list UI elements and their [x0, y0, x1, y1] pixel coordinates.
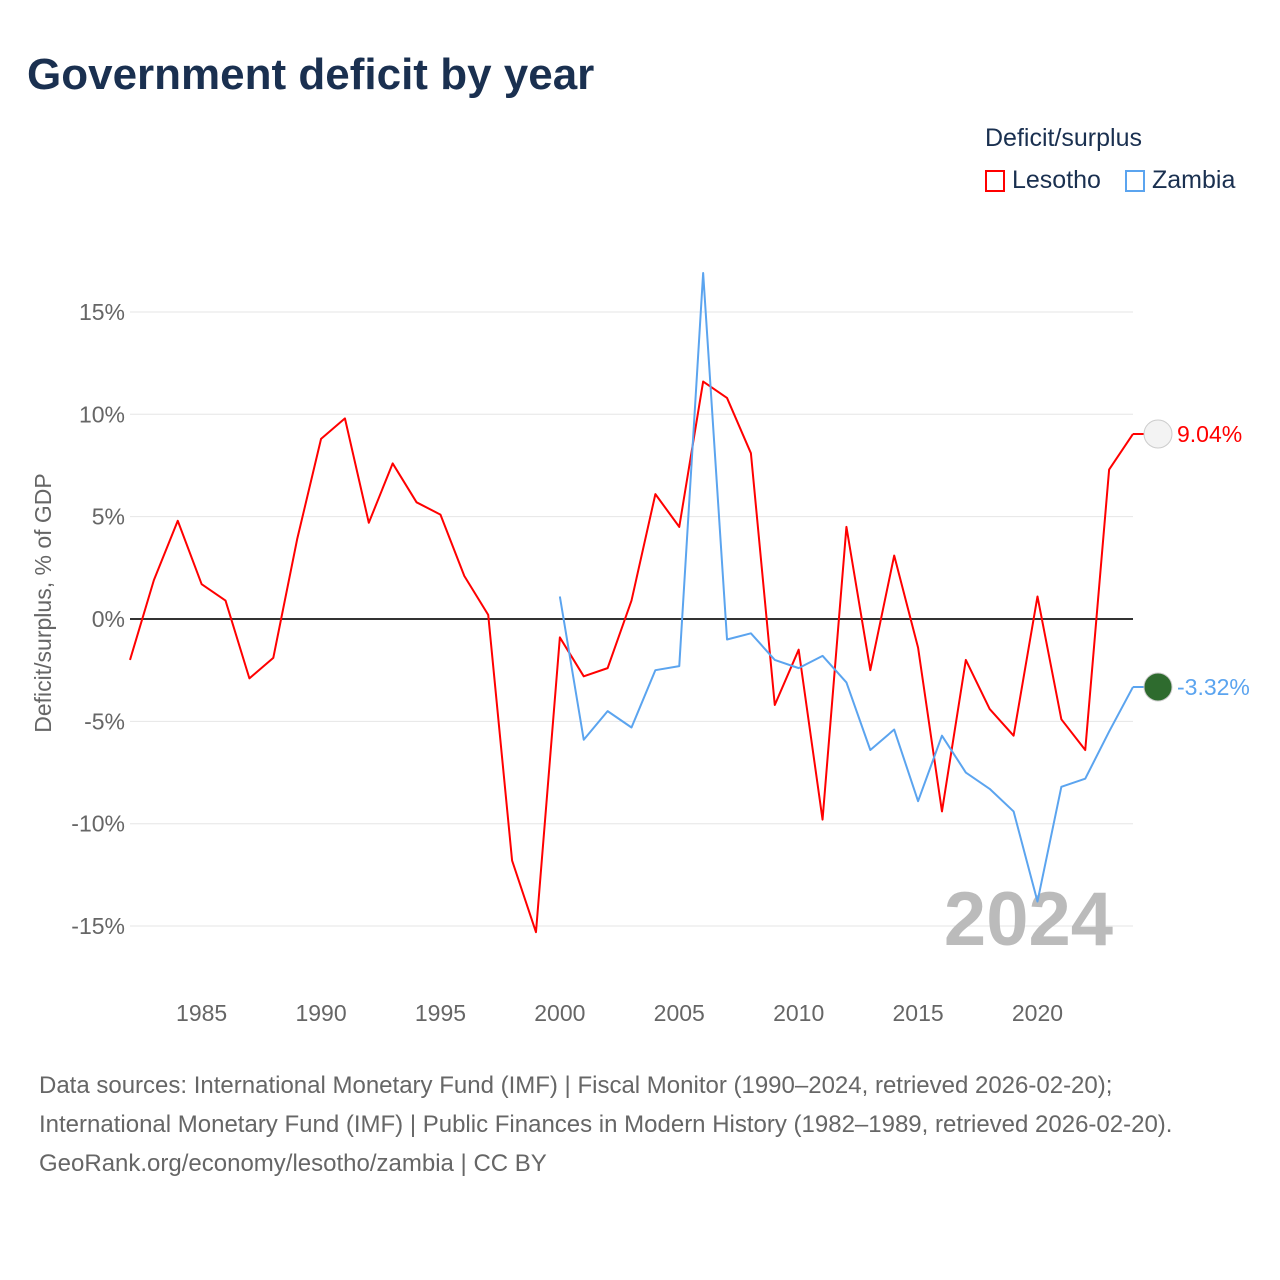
x-tick-label: 2020: [1012, 1000, 1063, 1026]
legend-label-zambia: Zambia: [1152, 166, 1236, 194]
y-tick-label: -15%: [71, 913, 125, 939]
y-axis-title: Deficit/surplus, % of GDP: [30, 473, 56, 732]
flag-icon-lesotho: [1143, 419, 1173, 449]
legend-item-zambia[interactable]: Zambia: [1125, 166, 1235, 195]
x-tick-label: 1990: [295, 1000, 346, 1026]
y-tick-label: -5%: [84, 708, 125, 734]
x-tick-label: 2010: [773, 1000, 824, 1026]
year-label: 2024: [944, 877, 1113, 962]
y-tick-label: 0%: [92, 606, 125, 632]
legend-title: Deficit/surplus: [985, 124, 1142, 152]
y-tick-label: 5%: [92, 504, 125, 530]
y-tick-label: 15%: [79, 299, 125, 325]
x-tick-label: 1995: [415, 1000, 466, 1026]
x-tick-label: 2015: [892, 1000, 943, 1026]
legend-swatch-zambia: [1125, 169, 1145, 192]
x-tick-label: 2005: [654, 1000, 705, 1026]
footer: Data sources: International Monetary Fun…: [39, 1066, 1239, 1183]
credit-link[interactable]: GeoRank.org/economy/lesotho/zambia | CC …: [39, 1150, 547, 1177]
chart-title: Government deficit by year: [27, 50, 595, 99]
x-tick-label: 2000: [534, 1000, 585, 1026]
series-line-lesotho: [129, 380, 1134, 934]
end-value-label-zambia: -3.32%: [1177, 674, 1250, 700]
y-tick-label: 10%: [79, 401, 125, 427]
flag-icon-zambia: [1143, 672, 1173, 702]
data-sources: Data sources: International Monetary Fun…: [39, 1072, 1173, 1138]
legend-item-lesotho[interactable]: Lesotho: [985, 166, 1101, 195]
legend-label-lesotho: Lesotho: [1012, 166, 1101, 194]
end-value-label-lesotho: 9.04%: [1177, 421, 1242, 447]
x-tick-label: 1985: [176, 1000, 227, 1026]
legend-swatch-lesotho: [985, 169, 1005, 192]
series-line-zambia: [558, 272, 1134, 903]
y-tick-label: -10%: [71, 811, 125, 837]
